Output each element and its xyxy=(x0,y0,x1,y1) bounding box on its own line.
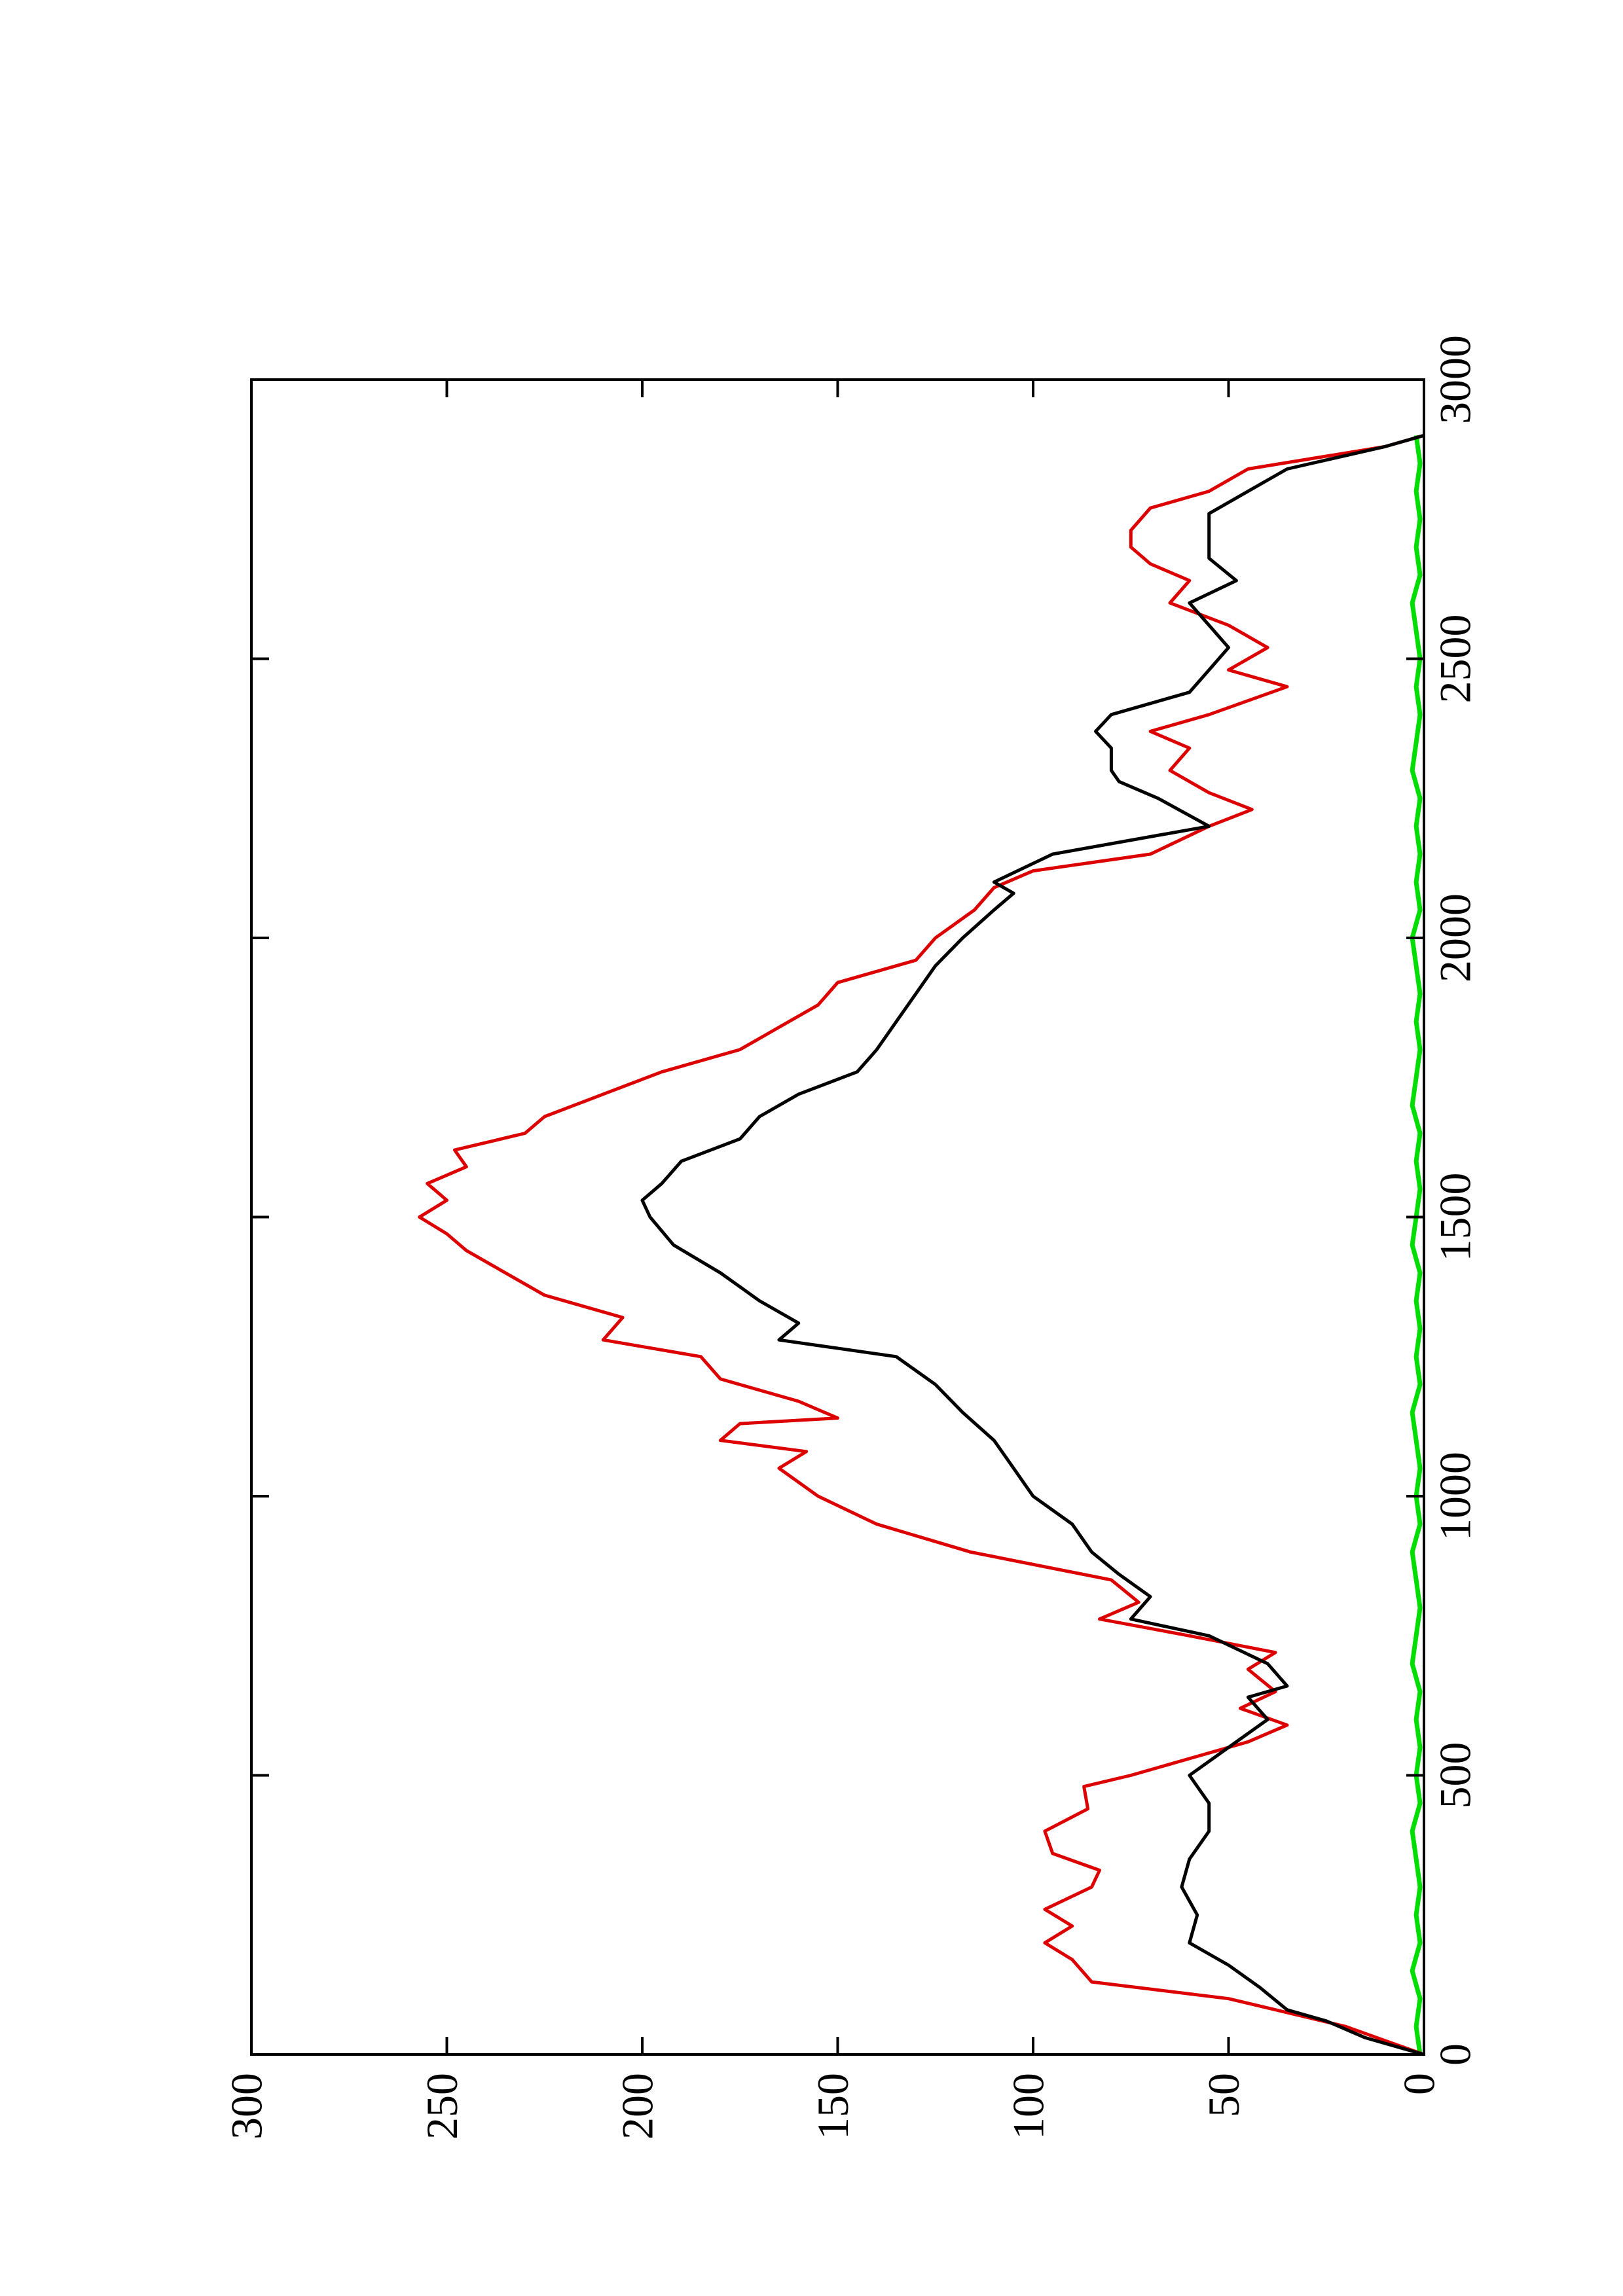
y-tick-label: 200 xyxy=(613,2073,663,2140)
y-tick-label: 0 xyxy=(1395,2073,1444,2095)
y-tick-label: 150 xyxy=(808,2073,858,2140)
series-line xyxy=(1410,435,1423,2055)
series-line xyxy=(418,433,1425,2056)
y-tick-label: 50 xyxy=(1199,2073,1249,2117)
x-tick-label: 1000 xyxy=(1431,1452,1480,1541)
x-tick-label: 2500 xyxy=(1431,615,1480,704)
x-tick-label: 3000 xyxy=(1431,335,1480,424)
y-tick-label: 100 xyxy=(1004,2073,1053,2140)
x-tick-label: 500 xyxy=(1431,1742,1480,1809)
x-tick-label: 1500 xyxy=(1431,1173,1480,1262)
plot-frame xyxy=(250,378,1425,2056)
x-tick-label: 2000 xyxy=(1431,893,1480,982)
x-tick-label: 0 xyxy=(1431,2043,1480,2066)
y-tick-label: 300 xyxy=(222,2073,272,2140)
series-line xyxy=(640,433,1425,2056)
y-tick-label: 250 xyxy=(417,2073,467,2140)
